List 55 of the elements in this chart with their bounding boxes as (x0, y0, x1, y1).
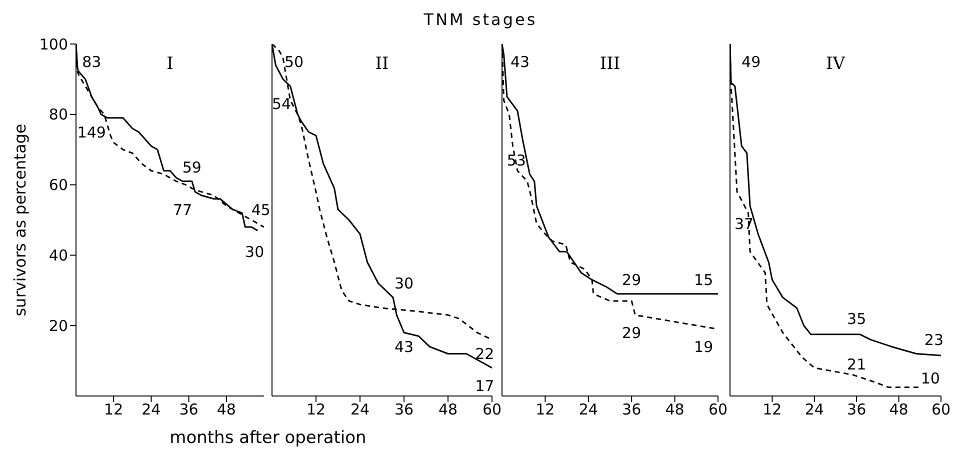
annotation: 30 (394, 274, 414, 293)
x-tick-label: 60 (482, 400, 502, 419)
text: IV (826, 54, 845, 74)
chart-title: TNM stages (422, 10, 538, 29)
x-tick-label: 12 (104, 400, 124, 419)
y-axis-title: survivors as percentage (10, 124, 30, 316)
x-tick-label: 12 (536, 400, 555, 419)
x-tick-label: 48 (889, 400, 908, 419)
annotation: 43 (510, 52, 530, 71)
annotation: 30 (245, 243, 264, 262)
x-axis-title: months after operation (168, 428, 368, 448)
annotation: 10 (920, 370, 940, 388)
x-tick-label: 60 (708, 400, 728, 419)
annotation: 15 (694, 271, 714, 290)
annotation: 50 (284, 52, 304, 71)
y-tick-label: 60 (48, 176, 68, 194)
x-tick-label: 36 (179, 400, 198, 419)
text: I (166, 54, 174, 74)
annotation: 49 (742, 52, 761, 71)
x-tick-label: 24 (804, 400, 824, 419)
x-tick-label: 48 (438, 400, 458, 419)
x-tick-label: 60 (931, 400, 951, 419)
x-tick-label: 36 (394, 400, 414, 419)
x-tick-label: 48 (216, 400, 236, 419)
x-tick-label: 12 (306, 400, 326, 419)
annotation: 54 (272, 95, 292, 114)
annotation: 22 (475, 345, 494, 364)
annotation: 43 (394, 338, 414, 356)
annotation: 17 (475, 376, 494, 395)
annotation: 53 (506, 151, 526, 170)
y-tick-label: 40 (48, 246, 68, 265)
annotation: 35 (847, 310, 866, 328)
annotation: 149 (77, 123, 106, 142)
annotation: 19 (694, 338, 714, 356)
x-tick-label: 24 (142, 400, 161, 419)
annotation: 37 (734, 214, 754, 233)
annotation: 45 (251, 200, 270, 219)
y-tick-label: 80 (48, 106, 68, 124)
annotation: 21 (847, 356, 866, 374)
y-tick-label: 20 (48, 316, 68, 335)
text: II (375, 54, 389, 74)
x-tick-label: 48 (665, 400, 684, 419)
x-tick-label: 12 (762, 400, 782, 419)
annotation: 59 (182, 158, 202, 177)
text: III (600, 54, 620, 74)
annotation: 77 (172, 200, 192, 219)
x-tick-label: 24 (350, 400, 370, 419)
y-tick-label: 100 (39, 35, 68, 54)
annotation: 23 (924, 331, 944, 350)
annotation: 83 (82, 52, 102, 71)
x-tick-label: 36 (622, 400, 642, 419)
x-tick-label: 36 (847, 400, 866, 419)
annotation: 29 (622, 271, 642, 290)
x-tick-label: 24 (578, 400, 598, 419)
annotation: 29 (622, 324, 642, 342)
